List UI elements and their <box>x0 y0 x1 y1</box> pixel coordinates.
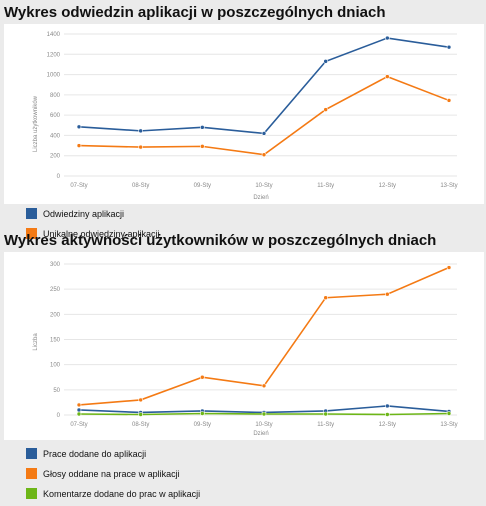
x-axis-label: Dzień <box>253 195 268 201</box>
y-tick-label: 150 <box>50 338 61 344</box>
y-tick-label: 0 <box>57 174 61 180</box>
legend-item[interactable]: Odwiedziny aplikacji <box>26 206 160 221</box>
data-point[interactable] <box>323 107 328 112</box>
legend-swatch <box>26 468 37 479</box>
data-point[interactable] <box>323 411 328 417</box>
legend-label: Odwiedziny aplikacji <box>43 208 125 219</box>
chart-legend: Prace dodane do aplikacji Głosy oddane na… <box>26 446 200 506</box>
x-tick-label: 07-Sty <box>70 422 87 428</box>
data-point[interactable] <box>200 125 205 130</box>
y-tick-label: 600 <box>50 113 61 119</box>
data-point[interactable] <box>261 383 267 389</box>
series-line <box>78 37 450 135</box>
activity-line-chart: Dzień Liczba 0 50 100 150 200 250 300 07-Sty 08-… <box>33 262 458 437</box>
legend-swatch <box>26 208 37 219</box>
y-tick-label: 200 <box>50 312 61 318</box>
data-point[interactable] <box>138 128 143 134</box>
data-point[interactable] <box>261 411 267 417</box>
legend-item[interactable]: Unikalne odwiedziny aplikacji <box>26 226 160 241</box>
x-axis-label: Dzień <box>253 431 268 437</box>
y-tick-label: 1000 <box>47 73 61 79</box>
x-tick-label: 08-Sty <box>132 183 149 189</box>
x-tick-label: 10-Sty <box>255 183 272 189</box>
x-tick-label: 13-Sty <box>440 183 457 189</box>
y-tick-label: 1400 <box>47 32 61 38</box>
y-tick-label: 1200 <box>47 52 61 58</box>
data-point[interactable] <box>261 131 267 136</box>
data-point[interactable] <box>323 59 328 64</box>
data-point[interactable] <box>76 124 82 130</box>
data-point[interactable] <box>76 402 82 408</box>
x-tick-label: 09-Sty <box>194 183 211 189</box>
data-point[interactable] <box>200 144 205 149</box>
y-tick-label: 400 <box>50 133 61 139</box>
data-point[interactable] <box>138 397 143 403</box>
data-point[interactable] <box>323 295 328 301</box>
y-tick-label: 300 <box>50 262 61 268</box>
x-tick-label: 12-Sty <box>379 422 396 428</box>
series-line <box>78 75 450 156</box>
legend-item[interactable]: Głosy oddane na prace w aplikacji <box>26 466 200 481</box>
x-tick-label: 11-Sty <box>317 422 334 428</box>
chart-legend: Odwiedziny aplikacji Unikalne odwiedziny … <box>26 206 160 246</box>
y-tick-label: 50 <box>53 388 60 394</box>
chart-title: Wykres odwiedzin aplikacji w poszczególn… <box>4 4 386 21</box>
x-tick-label: 10-Sty <box>255 422 272 428</box>
x-tick-label: 11-Sty <box>317 183 334 189</box>
data-point[interactable] <box>446 265 452 270</box>
y-tick-label: 100 <box>50 363 61 369</box>
legend-label: Komentarze dodane do prac w aplikacji <box>43 488 201 499</box>
data-point[interactable] <box>385 291 390 297</box>
data-point[interactable] <box>446 411 452 416</box>
data-point[interactable] <box>385 412 390 417</box>
legend-label: Unikalne odwiedziny aplikacji <box>43 228 160 239</box>
data-point[interactable] <box>200 374 205 380</box>
legend-swatch <box>26 488 37 499</box>
data-point[interactable] <box>200 411 205 416</box>
data-point[interactable] <box>138 412 143 417</box>
data-point[interactable] <box>385 74 390 79</box>
data-point[interactable] <box>76 411 82 417</box>
data-point[interactable] <box>261 152 267 157</box>
legend-label: Głosy oddane na prace w aplikacji <box>43 468 180 479</box>
legend-label: Prace dodane do aplikacji <box>43 448 147 459</box>
chart-panel: Dzień Liczba 0 50 100 150 200 250 300 07-Sty 08-… <box>4 252 484 440</box>
legend-item[interactable]: Prace dodane do aplikacji <box>26 446 200 461</box>
data-point[interactable] <box>385 35 390 41</box>
y-tick-label: 250 <box>50 287 61 293</box>
chart-panel: Dzień Liczba użytkowników 0 200 400 600 800 1… <box>4 24 484 204</box>
y-tick-label: 200 <box>50 154 61 160</box>
x-tick-label: 13-Sty <box>440 422 457 428</box>
legend-swatch <box>26 228 37 239</box>
data-point[interactable] <box>385 403 390 409</box>
data-point[interactable] <box>446 98 452 103</box>
x-tick-label: 07-Sty <box>70 183 87 189</box>
legend-item[interactable]: Komentarze dodane do prac w aplikacji <box>26 486 200 501</box>
y-axis-label: Liczba <box>33 333 39 351</box>
data-point[interactable] <box>76 143 82 148</box>
chart-title: Wykres aktywności użytkowników w poszcze… <box>4 232 437 249</box>
y-tick-label: 0 <box>57 413 61 419</box>
data-point[interactable] <box>76 407 82 413</box>
visits-line-chart: Dzień Liczba użytkowników 0 200 400 600 800 1… <box>33 32 458 201</box>
data-point[interactable] <box>446 44 452 50</box>
data-point[interactable] <box>138 144 143 150</box>
x-tick-label: 09-Sty <box>194 422 211 428</box>
legend-swatch <box>26 448 37 459</box>
x-tick-label: 12-Sty <box>379 183 396 189</box>
x-tick-label: 08-Sty <box>132 422 149 428</box>
y-axis-label: Liczba użytkowników <box>33 95 39 152</box>
y-tick-label: 800 <box>50 93 61 99</box>
